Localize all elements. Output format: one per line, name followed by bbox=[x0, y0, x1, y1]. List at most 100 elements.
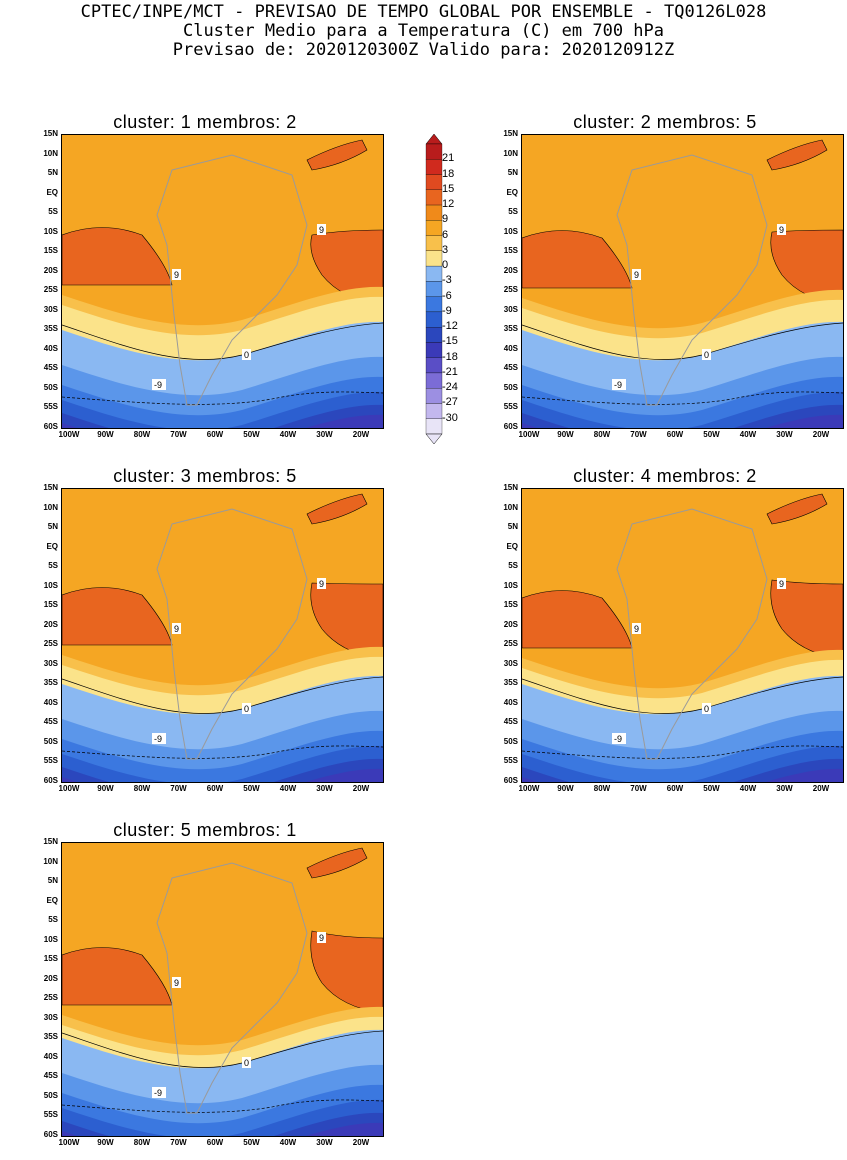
map-panel-3: cluster: 3 membros: 5 9 9 0 -9 15N 10N 5N EQ 5S 10… bbox=[20, 466, 390, 808]
lon-tick-label: 80W bbox=[593, 784, 611, 793]
lat-tick-label: 20S bbox=[43, 973, 58, 983]
lat-tick-label: 25S bbox=[43, 639, 58, 648]
lat-tick-label: 15N bbox=[503, 483, 518, 492]
lon-tick-label: 20W bbox=[352, 430, 370, 439]
colorbar-label: -3 bbox=[442, 274, 452, 287]
contour-label: -9 bbox=[152, 733, 166, 744]
contour-label: 9 bbox=[172, 977, 181, 988]
lat-tick-label: 30S bbox=[43, 304, 58, 314]
colorbar-swatch bbox=[425, 418, 443, 435]
lat-tick-label: 25S bbox=[43, 285, 58, 294]
lat-tick-label: 20S bbox=[503, 265, 518, 275]
svg-text:-9: -9 bbox=[154, 1088, 162, 1098]
colorbar-swatch bbox=[425, 281, 443, 297]
lon-tick-label: 40W bbox=[279, 1138, 297, 1147]
colorbar-swatch bbox=[425, 296, 443, 313]
header-line-1: CPTEC/INPE/MCT - PREVISAO DE TEMPO GLOBA… bbox=[80, 2, 767, 22]
lon-tick-label: 100W bbox=[518, 784, 540, 793]
lat-tick-label: EQ bbox=[46, 895, 58, 905]
lat-tick-label: 20S bbox=[43, 265, 58, 275]
contour-label: 9 bbox=[317, 224, 326, 235]
lon-tick-label: 90W bbox=[97, 784, 114, 793]
lat-tick-label: 40S bbox=[503, 697, 518, 707]
lat-tick-label: 25S bbox=[503, 285, 518, 294]
lon-tick-label: 40W bbox=[739, 430, 757, 439]
colorbar-label: 12 bbox=[442, 198, 455, 211]
lat-tick-label: 15N bbox=[43, 837, 58, 846]
lon-tick-label: 50W bbox=[243, 784, 260, 793]
temperature-map: 9 9 0 -9 bbox=[521, 488, 844, 808]
lat-tick-label: 5S bbox=[508, 561, 518, 570]
lat-tick-label: 40S bbox=[43, 1051, 58, 1061]
svg-text:0: 0 bbox=[244, 350, 249, 360]
lat-tick-label: 15N bbox=[43, 129, 58, 138]
lon-tick-label: 90W bbox=[557, 784, 574, 793]
svg-text:9: 9 bbox=[319, 933, 324, 943]
lon-tick-label: 20W bbox=[812, 784, 830, 793]
colorbar-label: -18 bbox=[442, 350, 458, 363]
svg-text:0: 0 bbox=[704, 704, 709, 714]
contour-label: 0 bbox=[242, 703, 251, 714]
colorbar-swatch bbox=[425, 388, 443, 404]
lat-tick-label: 30S bbox=[43, 1012, 58, 1022]
svg-text:9: 9 bbox=[634, 270, 639, 280]
lon-tick-label: 90W bbox=[557, 430, 574, 439]
colorbar-label: -12 bbox=[442, 320, 458, 333]
colorbar-swatch bbox=[425, 220, 443, 236]
temperature-map: 9 9 0 -9 bbox=[61, 842, 384, 1160]
contour-label: 9 bbox=[172, 623, 181, 634]
lat-tick-label: 30S bbox=[503, 304, 518, 314]
svg-text:-9: -9 bbox=[154, 734, 162, 744]
svg-text:9: 9 bbox=[779, 579, 784, 589]
lat-tick-label: 5N bbox=[47, 522, 58, 531]
lat-tick-label: 55S bbox=[503, 402, 518, 411]
lon-tick-label: 50W bbox=[703, 430, 720, 439]
lat-tick-label: 20S bbox=[43, 619, 58, 629]
lat-tick-label: 50S bbox=[503, 382, 518, 392]
lon-tick-label: 60W bbox=[666, 430, 684, 439]
lat-tick-label: 10N bbox=[503, 148, 518, 158]
lat-tick-label: 15S bbox=[43, 246, 58, 255]
colorbar-swatch bbox=[425, 265, 443, 282]
lon-tick-label: 20W bbox=[812, 430, 830, 439]
lat-tick-label: 5N bbox=[507, 168, 518, 177]
lon-tick-label: 50W bbox=[243, 430, 260, 439]
colorbar-swatch bbox=[425, 189, 443, 206]
svg-text:9: 9 bbox=[174, 270, 179, 280]
lat-tick-label: 25S bbox=[503, 639, 518, 648]
lat-tick-label: 5N bbox=[507, 522, 518, 531]
lon-tick-label: 60W bbox=[206, 430, 224, 439]
temperature-map: 9 9 0 -9 bbox=[61, 488, 384, 808]
svg-text:9: 9 bbox=[174, 624, 179, 634]
lat-tick-label: 55S bbox=[43, 1110, 58, 1119]
lon-tick-label: 40W bbox=[279, 784, 297, 793]
lon-tick-label: 30W bbox=[316, 784, 333, 793]
colorbar-label: -15 bbox=[442, 335, 458, 348]
lat-tick-label: 40S bbox=[43, 343, 58, 353]
lat-tick-label: 15S bbox=[43, 954, 58, 963]
lon-tick-label: 70W bbox=[630, 430, 647, 439]
lat-tick-label: 55S bbox=[503, 756, 518, 765]
lat-tick-label: 15N bbox=[43, 483, 58, 492]
lon-tick-label: 80W bbox=[133, 1138, 151, 1147]
lat-tick-label: 55S bbox=[43, 402, 58, 411]
lat-tick-label: 10S bbox=[43, 226, 58, 236]
colorbar-label: -27 bbox=[442, 396, 458, 409]
lat-tick-label: 15S bbox=[503, 246, 518, 255]
lat-tick-label: 40S bbox=[503, 343, 518, 353]
lat-tick-label: 45S bbox=[503, 363, 518, 372]
lat-tick-label: 10N bbox=[43, 502, 58, 512]
lon-tick-label: 30W bbox=[316, 1138, 333, 1147]
lat-tick-label: 15S bbox=[43, 600, 58, 609]
lon-tick-label: 20W bbox=[352, 1138, 370, 1147]
contour-label: 9 bbox=[632, 623, 641, 634]
lat-tick-label: EQ bbox=[46, 541, 58, 551]
lon-tick-label: 40W bbox=[739, 784, 757, 793]
colorbar-label: 0 bbox=[442, 259, 449, 272]
lat-tick-label: 5S bbox=[48, 561, 58, 570]
contour-label: 0 bbox=[702, 703, 711, 714]
lat-tick-label: 50S bbox=[43, 1090, 58, 1100]
lon-tick-label: 70W bbox=[630, 784, 647, 793]
contour-label: 0 bbox=[702, 349, 711, 360]
lat-tick-label: 60S bbox=[503, 775, 518, 785]
